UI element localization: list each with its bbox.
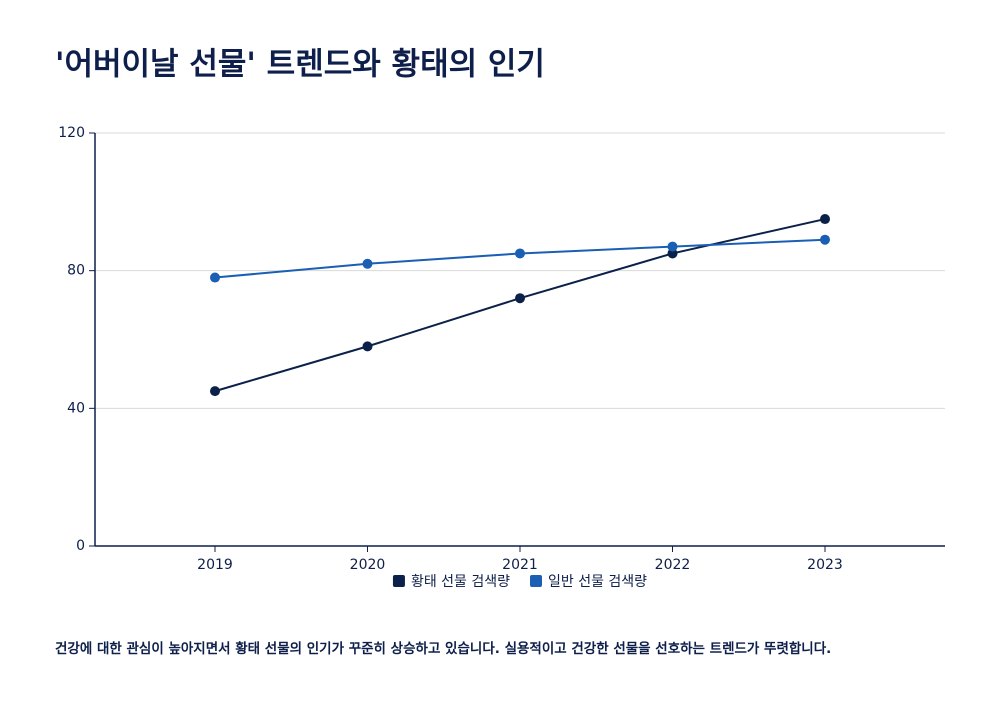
data-point bbox=[515, 293, 525, 304]
data-point bbox=[362, 341, 373, 352]
x-tick-label: 2023 bbox=[807, 557, 843, 573]
x-tick-label: 2021 bbox=[502, 557, 538, 573]
data-point bbox=[362, 258, 373, 269]
y-tick-label: 120 bbox=[58, 125, 85, 141]
y-tick-label: 80 bbox=[67, 263, 85, 279]
data-point bbox=[667, 241, 678, 252]
data-point bbox=[210, 386, 220, 397]
x-tick-label: 2020 bbox=[350, 557, 386, 573]
data-point bbox=[820, 234, 830, 245]
chart-title: '어버이날 선물' 트렌드와 황태의 인기 bbox=[55, 47, 545, 83]
legend-swatch bbox=[530, 575, 542, 587]
caption: 건강에 대한 관심이 높아지면서 황태 선물의 인기가 꾸준히 상승하고 있습니… bbox=[55, 640, 831, 657]
y-tick-label: 40 bbox=[67, 400, 85, 416]
data-point bbox=[210, 272, 220, 283]
y-tick-label: 0 bbox=[76, 538, 85, 554]
x-tick-label: 2019 bbox=[197, 557, 233, 573]
x-tick-label: 2022 bbox=[655, 557, 691, 573]
legend-label: 일반 선물 검색량 bbox=[548, 574, 647, 590]
data-point bbox=[515, 248, 525, 259]
legend-swatch bbox=[392, 575, 405, 587]
data-point bbox=[667, 248, 678, 259]
data-point bbox=[820, 214, 830, 225]
legend-label: 황태 선물 검색량 bbox=[411, 574, 510, 590]
